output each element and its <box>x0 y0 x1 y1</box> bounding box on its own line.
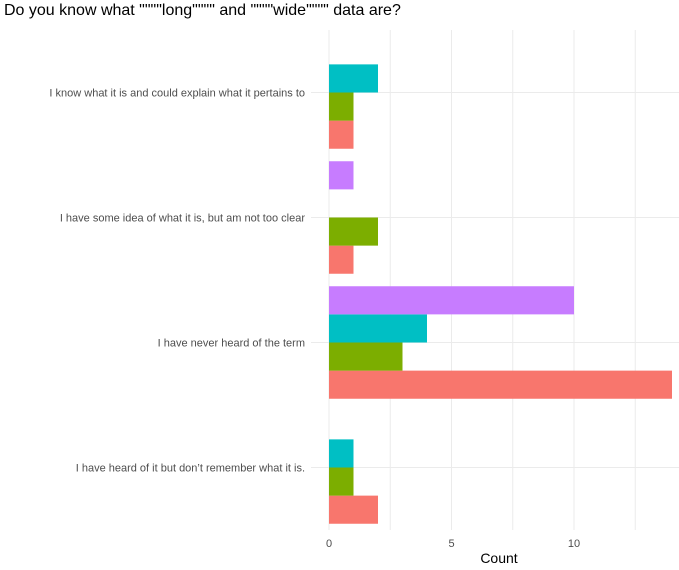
bar <box>329 286 574 315</box>
category-label: I know what it is and could explain what… <box>49 88 305 100</box>
x-tick-label: 5 <box>448 538 454 550</box>
category-label: I have never heard of the term <box>158 338 305 350</box>
x-tick-label: 10 <box>568 538 580 550</box>
grid-layer <box>311 30 679 530</box>
chart-title: Do you know what """"long"""" and """"wi… <box>4 2 401 19</box>
bar <box>329 245 354 274</box>
bar <box>329 342 403 371</box>
bar <box>329 439 354 468</box>
bar <box>329 495 378 524</box>
bar <box>329 120 354 149</box>
label-layer: I know what it is and could explain what… <box>49 88 580 551</box>
bar <box>329 314 427 343</box>
bar <box>329 92 354 121</box>
category-label: I have some idea of what it is, but am n… <box>60 213 306 225</box>
bar <box>329 370 672 399</box>
x-axis-title: Count <box>480 550 517 566</box>
category-label: I have heard of it but don’t remember wh… <box>76 463 305 475</box>
bar-layer <box>329 64 672 524</box>
bar <box>329 64 378 93</box>
bar <box>329 467 354 496</box>
x-tick-label: 0 <box>326 538 332 550</box>
bar <box>329 217 378 246</box>
bar <box>329 161 354 190</box>
